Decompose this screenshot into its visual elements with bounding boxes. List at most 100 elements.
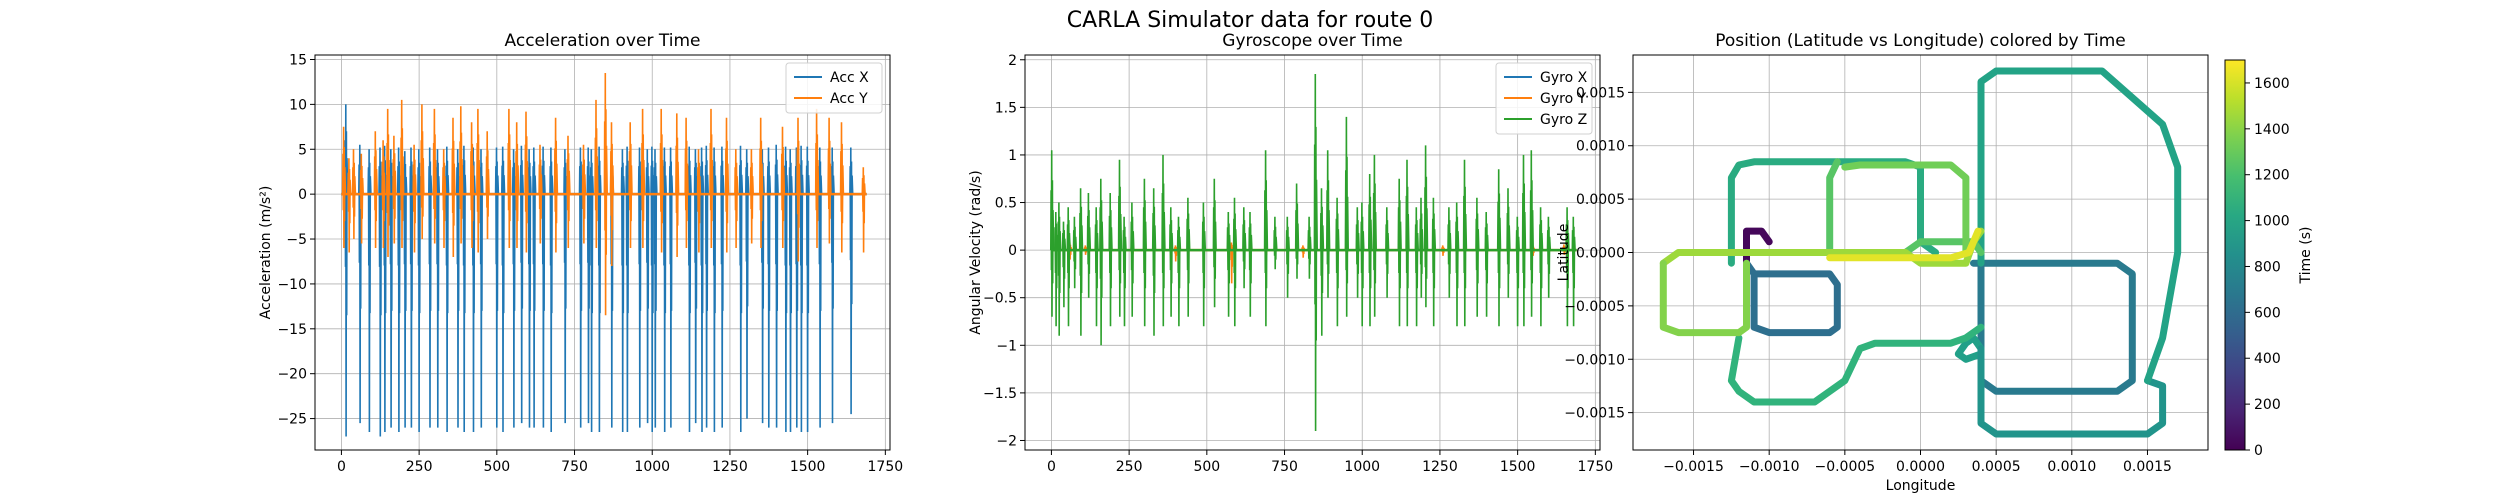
colorbar-tick-label-4: 800	[2254, 259, 2281, 275]
series-spike-5	[1072, 216, 1078, 289]
series-spike-23	[566, 135, 571, 249]
series-spike-6	[396, 147, 402, 433]
series-spike-22	[1226, 211, 1231, 317]
series-spike-29	[597, 146, 602, 433]
y-tick-label-2: −1	[996, 338, 1017, 354]
acceleration-panel: 0 250 500 750 1000 1250 1500 1750 −25 −20 −15 −10 −5…	[258, 31, 903, 475]
x-tick-label-3: 750	[561, 459, 588, 475]
x-tick-label-4: 1000	[634, 459, 670, 475]
series-spike-24	[549, 147, 554, 433]
y-tick-label-6: 1	[1008, 148, 1017, 164]
series-spike-57	[1538, 207, 1544, 327]
series-spike-28	[628, 122, 633, 249]
x-tick-label-0: 0	[1047, 459, 1056, 475]
series-spike-9	[1099, 178, 1104, 346]
series-spike-28	[589, 149, 594, 433]
x-tick-label-1: 250	[1116, 459, 1143, 475]
colorbar-label: Time (s)	[2298, 227, 2314, 285]
series-spike-0	[341, 126, 347, 249]
x-tick-label-5: 1250	[1422, 459, 1458, 475]
series-spike-2	[367, 149, 372, 433]
x-tick-label-4: 1000	[1344, 459, 1380, 475]
x-tick-label-1: −0.0010	[1739, 459, 1800, 475]
series-spike-31	[620, 149, 626, 433]
series-spike-48	[1455, 202, 1460, 327]
series-spike-44	[720, 146, 725, 428]
series-spike-33	[1326, 150, 1331, 298]
series-spike-34	[709, 108, 714, 249]
series-spike-5	[381, 140, 386, 249]
series-spike-22	[532, 147, 537, 428]
series-spike-42	[704, 145, 709, 428]
colorbar-tick-label-8: 1600	[2254, 76, 2290, 92]
legend-label-2: Gyro Z	[1540, 112, 1587, 128]
y-tick-label-8: 15	[289, 52, 307, 68]
series-spike-16	[1161, 154, 1166, 327]
series-spike-36	[653, 149, 658, 428]
series-spike-25	[1248, 211, 1253, 317]
series-spike-8	[399, 99, 405, 249]
x-tick-label-6: 1500	[790, 459, 826, 475]
series-spike-33	[637, 147, 643, 428]
legend-label-0: Acc X	[830, 70, 869, 86]
colorbar: 0 200 400 600 800 1000 1200 1400 1600 Time (s)	[2224, 59, 2314, 459]
colorbar-tick-label-7: 1400	[2254, 122, 2290, 138]
axes-frame	[314, 54, 891, 451]
series-spike-24	[1242, 207, 1247, 289]
series-spike-50	[1475, 197, 1480, 317]
y-tick-label-1: −20	[277, 367, 307, 383]
series-spike-27	[586, 147, 591, 424]
series-spike-33	[696, 149, 702, 253]
series-spike-12	[441, 149, 447, 249]
axes-frame	[1024, 54, 1601, 451]
series-spike-32	[1319, 188, 1325, 336]
series-spike-11	[1117, 159, 1123, 317]
series-spike-11	[432, 108, 437, 244]
y-tick-label-2: −15	[277, 322, 307, 338]
x-tick-label-2: 500	[1193, 459, 1220, 475]
series-spike-35	[1344, 116, 1349, 317]
series-spike-11	[435, 149, 441, 428]
x-tick-label-0: 0	[337, 459, 346, 475]
legend-box	[1495, 62, 1593, 135]
series-spike-35	[724, 117, 730, 253]
series-spike-51	[1484, 211, 1489, 317]
x-tick-label-5: 0.0010	[2047, 459, 2096, 475]
colorbar-tick-label-2: 400	[2254, 351, 2281, 367]
y-tick-label-4: 0.0005	[1576, 192, 1625, 208]
series-spike-14	[1142, 178, 1147, 327]
series-spike-15	[1151, 188, 1157, 336]
series-spike-0	[1050, 150, 1055, 317]
series-spike-18	[1176, 216, 1182, 327]
series-spike-2	[351, 149, 357, 240]
y-tick-label-4: 0	[1008, 243, 1017, 259]
series-spike-10	[420, 104, 425, 240]
series-spike-26	[603, 72, 608, 316]
series-spike-4	[1066, 207, 1071, 327]
series-spike-53	[799, 145, 804, 433]
series-spike-37	[1360, 202, 1365, 327]
series-spike-43	[1414, 207, 1419, 327]
series-spike-58	[1546, 216, 1552, 298]
series-spike-53	[1506, 188, 1511, 298]
series-spike-40	[1385, 207, 1390, 298]
y-tick-label-1: −1.5	[983, 386, 1017, 402]
series-spike-22	[553, 117, 559, 253]
y-tick-label-0: −0.0015	[1564, 406, 1625, 422]
series-spike-41	[1397, 178, 1402, 327]
series-spike-25	[594, 99, 599, 249]
series-spike-45	[1423, 145, 1429, 308]
x-tick-label-5: 1250	[712, 459, 748, 475]
trajectory-segment-11	[1659, 259, 1750, 337]
series-spike-30	[1307, 216, 1312, 279]
series-spike-56	[1529, 150, 1534, 317]
series-spike-29	[640, 108, 646, 249]
series-spike-39	[1372, 154, 1377, 317]
y-tick-label-4: −5	[286, 232, 307, 248]
series-spike-25	[563, 149, 568, 424]
series-spike-21	[538, 144, 543, 244]
series-spike-27	[1273, 216, 1278, 270]
series-spike-10	[1108, 192, 1113, 327]
series-spike-48	[766, 147, 772, 428]
